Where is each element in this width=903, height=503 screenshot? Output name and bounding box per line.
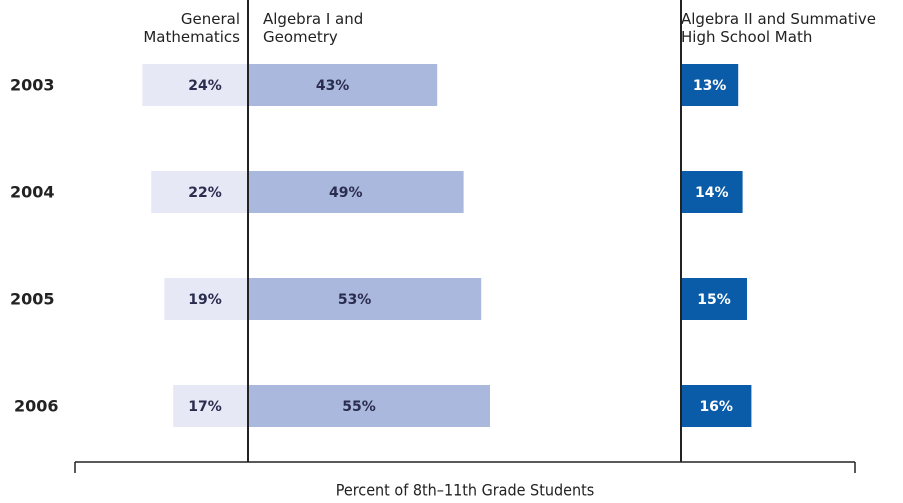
bar bbox=[142, 64, 248, 106]
data-label: 43% bbox=[316, 78, 350, 94]
data-label: 16% bbox=[699, 399, 733, 415]
y-tick-label: 2004 bbox=[10, 183, 55, 202]
bar bbox=[173, 385, 248, 427]
bar bbox=[248, 64, 438, 106]
data-label: 55% bbox=[342, 399, 376, 415]
data-label: 14% bbox=[695, 185, 729, 201]
bar bbox=[681, 64, 739, 106]
bar bbox=[681, 171, 743, 213]
bar bbox=[248, 171, 464, 213]
legend-label: General Mathematics bbox=[143, 10, 240, 46]
data-label: 49% bbox=[329, 185, 363, 201]
legend-label: Algebra I and Geometry bbox=[263, 10, 364, 46]
legend-label: Algebra II and Summative High School Mat… bbox=[681, 10, 877, 46]
data-label: 24% bbox=[188, 78, 222, 94]
data-label: 13% bbox=[693, 78, 727, 94]
y-tick-label: 2005 bbox=[10, 290, 55, 309]
data-label: 15% bbox=[697, 292, 731, 308]
bar bbox=[248, 385, 490, 427]
bar bbox=[164, 278, 248, 320]
y-tick-label: 2003 bbox=[10, 76, 55, 95]
bar bbox=[681, 278, 747, 320]
bar bbox=[681, 385, 752, 427]
bar bbox=[248, 278, 482, 320]
bar bbox=[151, 171, 248, 213]
y-tick-label: 2006 bbox=[14, 397, 59, 416]
data-label: 19% bbox=[188, 292, 222, 308]
data-label: 22% bbox=[188, 185, 222, 201]
data-label: 17% bbox=[188, 399, 222, 415]
x-axis-label: Percent of 8th–11th Grade Students bbox=[336, 481, 594, 500]
data-label: 53% bbox=[338, 292, 372, 308]
